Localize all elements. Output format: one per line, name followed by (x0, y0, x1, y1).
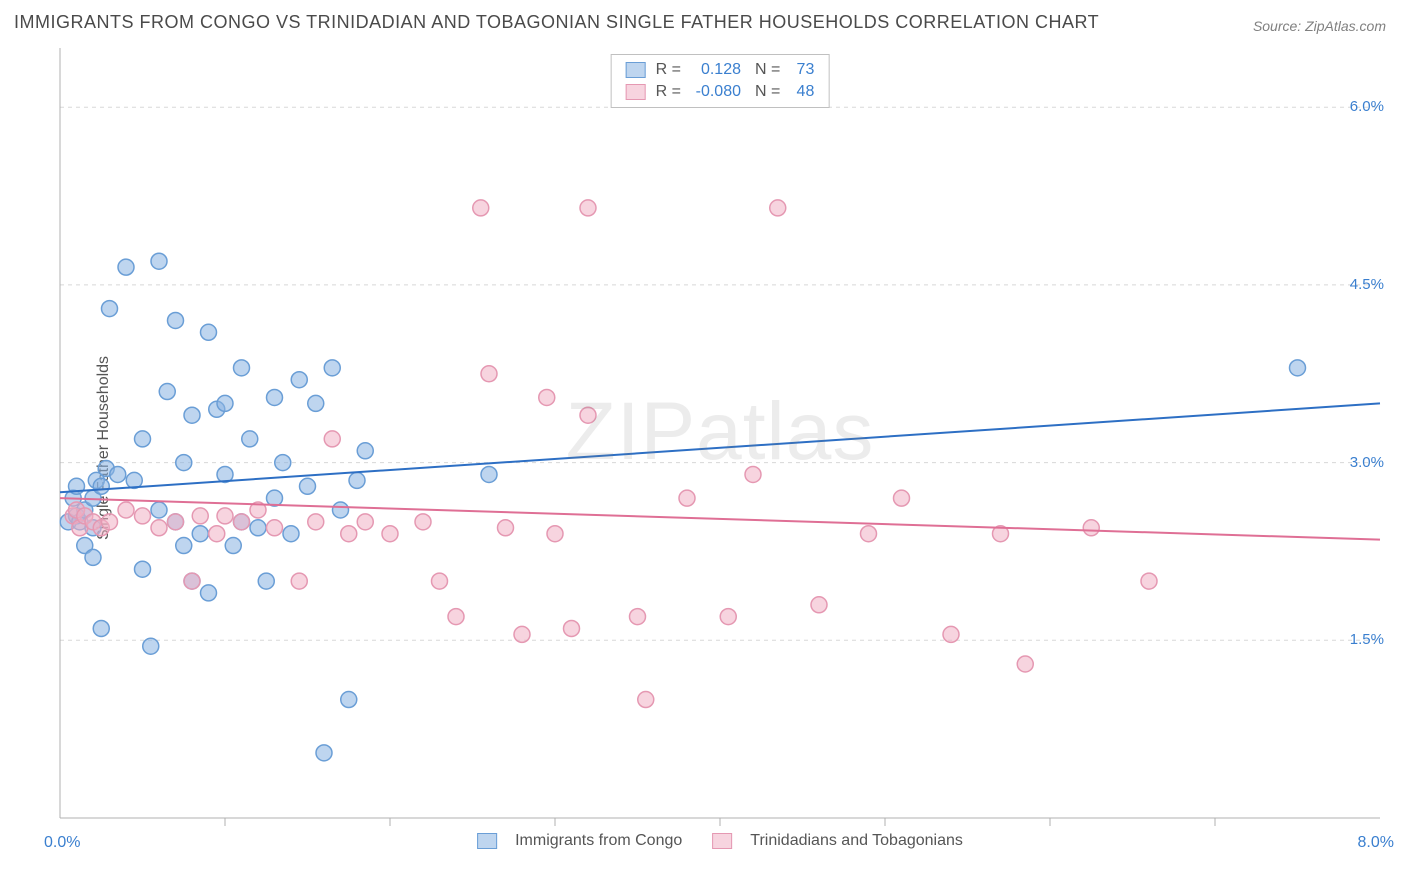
legend-item-trinidad: Trinidadians and Tobagonians (712, 832, 963, 850)
n-value-trinidad: 48 (784, 83, 814, 101)
swatch-icon (626, 84, 646, 100)
legend-row-congo: R = 0.128 N = 73 (626, 59, 815, 81)
series-name-trinidad: Trinidadians and Tobagonians (750, 832, 963, 850)
y-tick-label: 1.5% (1350, 631, 1384, 648)
swatch-icon (477, 833, 497, 849)
swatch-icon (712, 833, 732, 849)
legend-item-congo: Immigrants from Congo (477, 832, 682, 850)
series-name-congo: Immigrants from Congo (515, 832, 682, 850)
swatch-icon (626, 62, 646, 78)
r-value-trinidad: -0.080 (685, 83, 741, 101)
scatter-plot (50, 48, 1390, 848)
legend-row-trinidad: R = -0.080 N = 48 (626, 81, 815, 103)
y-tick-label: 4.5% (1350, 276, 1384, 293)
correlation-legend: R = 0.128 N = 73 R = -0.080 N = 48 (611, 54, 830, 108)
r-label: R = (656, 61, 681, 79)
series-legend: Immigrants from Congo Trinidadians and T… (477, 832, 963, 850)
r-value-congo: 0.128 (685, 61, 741, 79)
r-label: R = (656, 83, 681, 101)
y-tick-label: 3.0% (1350, 454, 1384, 471)
y-tick-label: 6.0% (1350, 98, 1384, 115)
n-label: N = (755, 83, 780, 101)
x-axis-min: 0.0% (44, 834, 80, 852)
n-label: N = (755, 61, 780, 79)
x-axis-max: 8.0% (1358, 834, 1394, 852)
source-attribution: Source: ZipAtlas.com (1253, 18, 1386, 34)
chart-container: Single Father Households ZIPatlas R = 0.… (50, 48, 1390, 848)
n-value-congo: 73 (784, 61, 814, 79)
chart-title: IMMIGRANTS FROM CONGO VS TRINIDADIAN AND… (14, 12, 1099, 33)
